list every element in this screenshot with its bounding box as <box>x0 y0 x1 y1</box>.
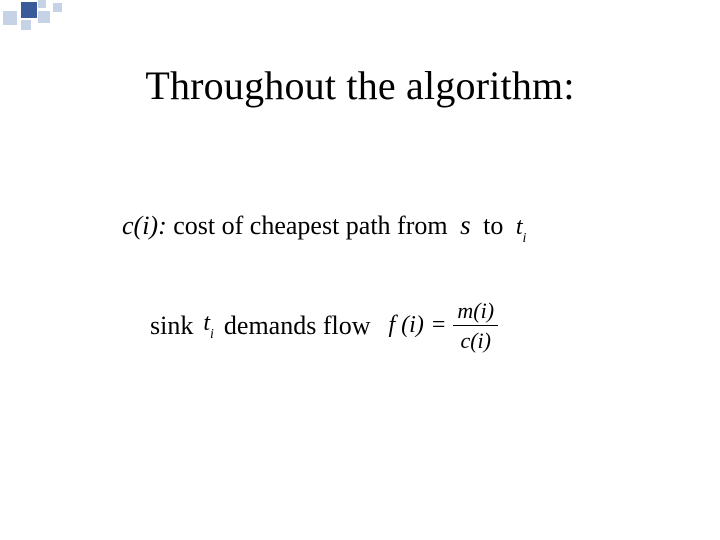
slide-title: Throughout the algorithm: <box>0 62 720 109</box>
deco-square <box>53 3 62 12</box>
formula-denominator: c(i) <box>456 328 495 353</box>
corner-decoration <box>0 0 80 30</box>
var-t-i-2: ti <box>193 310 224 341</box>
flow-formula: f (i) = m(i) c(i) <box>371 298 499 354</box>
formula-numerator: m(i) <box>453 298 498 323</box>
c-of-i-label: c(i): <box>122 211 167 240</box>
cost-text: cost of cheapest path from <box>167 211 448 240</box>
deco-square <box>21 20 31 30</box>
definition-line: c(i): cost of cheapest path from s to ti <box>122 210 526 245</box>
to-text: to <box>483 211 503 240</box>
formula-fraction: m(i) c(i) <box>453 298 498 354</box>
deco-square <box>38 0 46 8</box>
formula-lhs: f (i) <box>389 312 432 339</box>
slide: Throughout the algorithm: c(i): cost of … <box>0 0 720 540</box>
sink-label: sink <box>150 311 193 341</box>
demands-text: demands flow <box>224 311 371 341</box>
formula-equals: = <box>432 312 454 339</box>
var-t-i: ti <box>510 214 527 245</box>
sink-flow-line: sink ti demands flow f (i) = m(i) c(i) <box>150 298 498 354</box>
deco-square <box>3 11 17 25</box>
var-s: s <box>454 210 477 241</box>
deco-square <box>38 11 50 23</box>
fraction-bar <box>453 325 498 326</box>
deco-square <box>21 2 37 18</box>
